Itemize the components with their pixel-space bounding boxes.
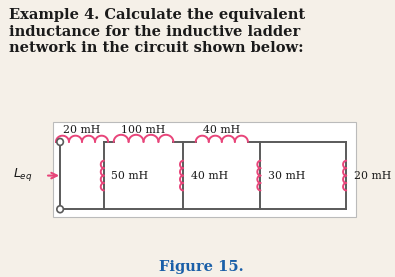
Text: 20 mH: 20 mH (63, 125, 101, 135)
Circle shape (57, 206, 63, 213)
Text: 40 mH: 40 mH (191, 171, 228, 181)
Text: 100 mH: 100 mH (121, 125, 166, 135)
Text: Figure 15.: Figure 15. (160, 260, 244, 274)
Text: 40 mH: 40 mH (203, 125, 241, 135)
Text: Example 4. Calculate the equivalent
inductance for the inductive ladder
network : Example 4. Calculate the equivalent indu… (9, 8, 305, 55)
Text: $L_{eq}$: $L_{eq}$ (13, 166, 32, 183)
Text: 50 mH: 50 mH (111, 171, 149, 181)
Text: 20 mH: 20 mH (354, 171, 391, 181)
Circle shape (57, 138, 63, 145)
Text: 30 mH: 30 mH (268, 171, 305, 181)
Bar (53, 122, 356, 217)
